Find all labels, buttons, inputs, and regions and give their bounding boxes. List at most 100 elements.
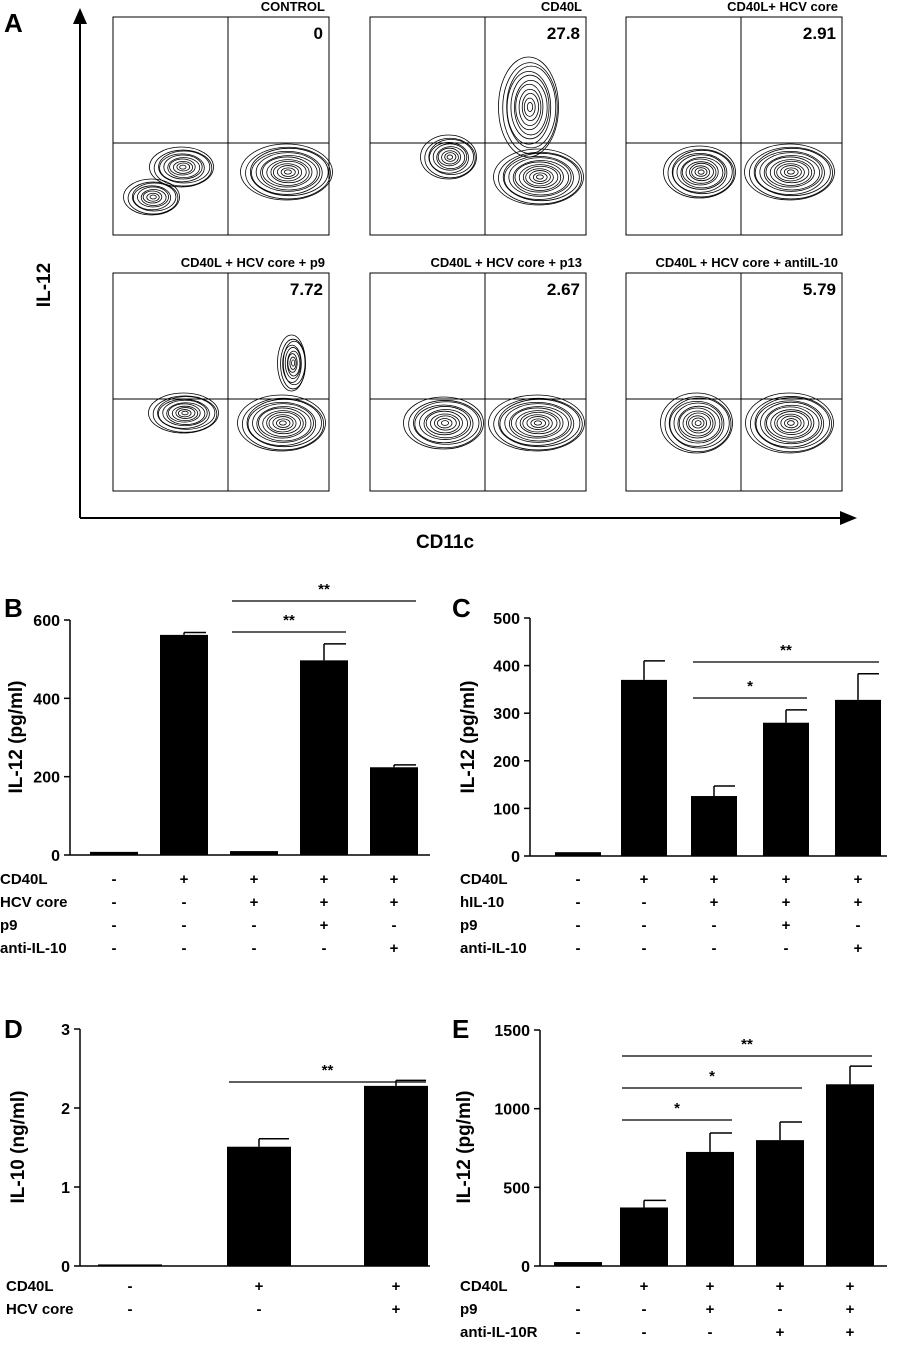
condition-sign: + <box>710 871 719 888</box>
condition-sign: - <box>576 917 581 934</box>
condition-sign: + <box>320 894 329 911</box>
significance-label: ** <box>780 642 792 659</box>
contour-line <box>142 190 163 204</box>
contour-line <box>764 404 820 443</box>
bar <box>555 852 601 856</box>
contour-line <box>137 186 169 208</box>
condition-sign: + <box>706 1301 715 1318</box>
contour-line <box>514 161 564 193</box>
contour-line <box>149 194 157 200</box>
contour-line <box>530 418 547 428</box>
contour-line <box>428 142 469 174</box>
contour-line <box>518 88 542 127</box>
y-tick-label: 0 <box>61 1259 70 1276</box>
contour-line <box>763 155 821 191</box>
contour-line <box>146 192 160 202</box>
contour-line <box>158 398 210 429</box>
contour-line <box>502 152 580 202</box>
bar <box>300 660 348 855</box>
contour-line <box>163 154 203 180</box>
contour-line <box>755 400 825 448</box>
contour-line <box>660 392 733 454</box>
condition-sign: + <box>250 894 259 911</box>
bar <box>826 1084 874 1266</box>
condition-sign: - <box>322 940 327 957</box>
contour-line <box>753 147 831 197</box>
contour-line <box>162 399 208 427</box>
condition-sign: + <box>390 894 399 911</box>
contour-line <box>669 400 725 447</box>
quadrant-percentage: 2.91 <box>803 24 836 43</box>
contour-line <box>533 420 542 426</box>
contour-line <box>131 182 177 212</box>
y-tick-label: 0 <box>521 1259 530 1276</box>
condition-sign: + <box>846 1278 855 1295</box>
condition-sign: - <box>642 1301 647 1318</box>
condition-sign: + <box>706 1278 715 1295</box>
y-tick-label: 1500 <box>494 1023 530 1040</box>
bar <box>364 1085 428 1266</box>
condition-sign: - <box>112 871 117 888</box>
condition-sign: - <box>712 940 717 957</box>
contour-line <box>280 167 296 177</box>
contour-line <box>262 410 304 437</box>
contour-line <box>488 394 585 452</box>
condition-sign: - <box>576 1324 581 1341</box>
contour-line <box>246 398 322 448</box>
panel-letter: A <box>4 8 23 38</box>
plot-title: CD40L + HCV core + p13 <box>431 255 583 270</box>
contour-line <box>424 137 476 179</box>
condition-sign: + <box>782 917 791 934</box>
contour-line <box>266 159 310 186</box>
panel-d: D IL-10 (ng/ml) 0 1 2 3 ** CD40L - + + HCV core - - + <box>4 1014 430 1318</box>
condition-sign: + <box>846 1324 855 1341</box>
contour-line <box>444 152 457 162</box>
bar <box>620 1207 668 1266</box>
contour-line <box>289 356 297 370</box>
contour-line <box>498 56 559 158</box>
y-axis-label: IL-12 (pg/ml) <box>6 681 27 794</box>
contour-line <box>287 353 298 373</box>
contour-line <box>279 420 287 426</box>
plot-title: CD40L + HCV core + p9 <box>181 255 325 270</box>
contour-line <box>510 407 564 439</box>
contour-line <box>158 150 211 184</box>
condition-label: hIL-10 <box>460 894 504 911</box>
condition-sign: + <box>255 1278 264 1295</box>
contour-line <box>272 163 303 182</box>
contour-line <box>536 174 544 180</box>
condition-label: p9 <box>460 917 478 934</box>
contour-line <box>508 157 572 197</box>
condition-sign: - <box>576 1278 581 1295</box>
y-tick-label: 2 <box>61 1101 70 1118</box>
contour-line <box>498 398 581 448</box>
condition-label: CD40L <box>460 1278 508 1295</box>
facs-plot: CD40L + HCV core + p13 2.67 <box>369 255 587 492</box>
y-axis-label: IL-12 (pg/ml) <box>458 681 479 794</box>
contour-line <box>744 143 835 201</box>
condition-sign: - <box>576 894 581 911</box>
contour-line <box>681 158 719 186</box>
contour-line <box>503 155 574 200</box>
y-axis-arrow <box>73 8 87 24</box>
contour-line <box>525 168 554 187</box>
condition-label: CD40L <box>460 871 508 888</box>
condition-sign: - <box>182 894 187 911</box>
bar <box>230 851 278 855</box>
condition-sign: - <box>112 917 117 934</box>
condition-label: CD40L <box>0 871 48 888</box>
contour-line <box>414 404 474 444</box>
contour-line <box>127 181 179 215</box>
contour-line <box>689 162 714 182</box>
quadrant-percentage: 0 <box>314 24 323 43</box>
y-tick-label: 200 <box>33 770 60 787</box>
contour-line <box>169 158 196 176</box>
bar <box>227 1146 291 1266</box>
contour-line <box>423 409 469 439</box>
contour-line <box>177 409 192 418</box>
contour-line <box>159 153 205 183</box>
y-tick-label: 500 <box>493 611 520 628</box>
condition-sign: - <box>112 894 117 911</box>
contour-line <box>260 155 318 191</box>
bar <box>763 722 809 856</box>
